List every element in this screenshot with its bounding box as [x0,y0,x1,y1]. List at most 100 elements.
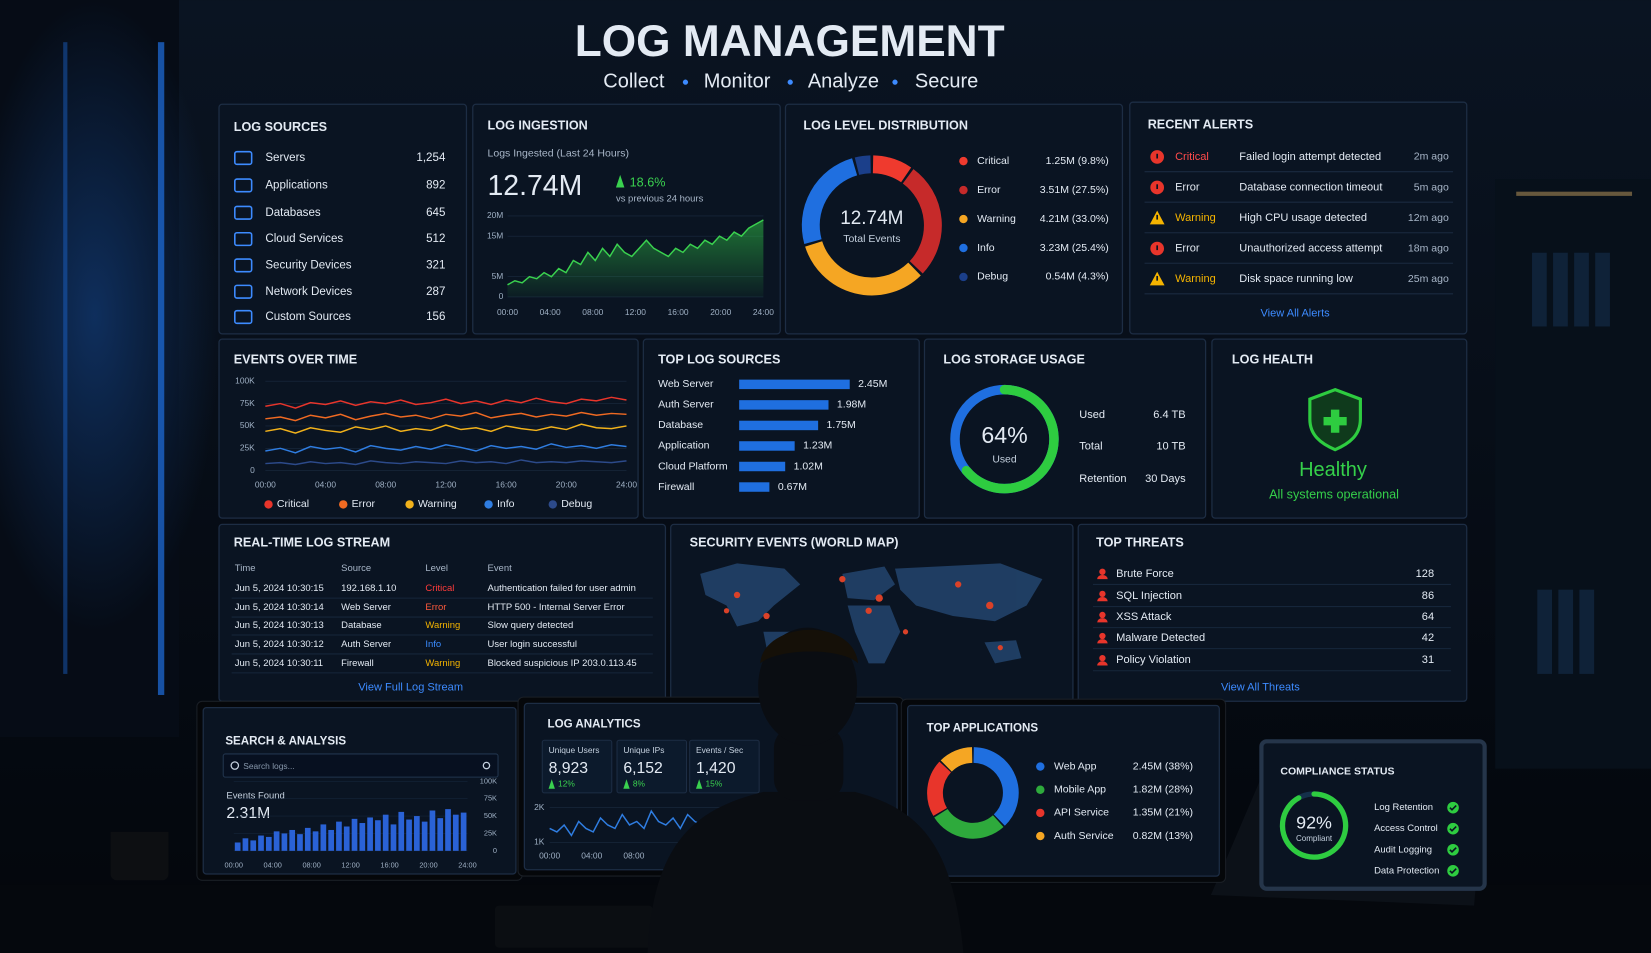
x-tick-label: 16:00 [496,480,517,490]
value-label: 1.02M [794,460,823,472]
pie-segment [927,761,952,816]
cell: Jun 5, 2024 10:30:14 [235,602,324,613]
value-label: 0.54M (4.3%) [1046,271,1109,283]
label: 86 [1422,590,1434,602]
pie-segment [872,155,912,183]
label: 6.4 TB [1153,409,1185,421]
source-icon [234,309,253,325]
panel-title: TOP LOG SOURCES [658,352,780,366]
cell: Web Server [341,602,391,613]
source-name: Network Devices [265,286,352,298]
label: Total [1079,440,1102,452]
legend-dot [959,272,968,282]
link[interactable]: View All Alerts [1261,308,1331,320]
bar [273,831,280,851]
bar-label: Database [658,419,703,431]
status: Healthy [1299,459,1367,481]
metric: 8,923 [549,760,589,777]
bar [739,420,819,431]
label: Data Protection [1374,865,1439,876]
y-tick-label: 25K [484,828,497,837]
cell: Database [341,620,382,631]
column-header: Level [425,563,448,574]
source-name: Applications [265,179,328,191]
legend-dot [959,156,968,166]
panels: LOG MANAGEMENT Collect Monitor Analyze Secur… [218,17,1468,702]
legend-label: Critical [977,155,1009,167]
tagline: Monitor [704,70,771,92]
alert-time: 18m ago [1408,242,1449,254]
change: 18.6% [630,176,666,190]
panel-title: REAL-TIME LOG STREAM [234,536,390,550]
gauge-caption: Compliant [1296,834,1333,843]
legend-dot [339,500,348,509]
alert-time: 25m ago [1408,273,1449,285]
panel-title: LOG HEALTH [1232,352,1313,366]
y-tick-label: 75K [240,398,255,408]
panel-title: TOP APPLICATIONS [927,723,1039,735]
panel-title: LOG SOURCES [234,120,327,134]
alert-level: Error [1175,181,1200,193]
alert-level: Warning [1175,273,1216,285]
legend-label: API Service [1054,807,1109,819]
legend-label: Warning [418,498,457,510]
panel [923,338,1207,519]
legend-label: Info [977,242,995,254]
value-label: 1.35M (21%) [1133,807,1193,819]
label: XSS Attack [1116,611,1172,623]
label: vs previous 24 hours [616,194,704,205]
label: 31 [1422,654,1434,666]
cell: HTTP 500 - Internal Server Error [488,602,625,613]
source-count: 512 [426,233,445,245]
cell: Warning [425,658,460,669]
cell: Jun 5, 2024 10:30:11 [235,658,323,669]
label: SQL Injection [1116,590,1182,602]
threat-icon [1099,654,1106,662]
legend-dot [682,79,689,85]
threat-icon-body [1097,574,1108,580]
value-label: 1.23M [803,440,832,452]
metric: 12.74M [488,170,583,202]
label: Access Control [1374,823,1438,834]
cell: Critical [425,583,454,594]
world-map [700,563,1043,683]
search-box[interactable] [222,753,499,778]
gauge-caption: Used [992,455,1017,466]
label: Log Retention [1374,802,1433,813]
page-title: LOG MANAGEMENT [575,17,1005,66]
cell: Error [425,602,446,613]
check-mark [1449,804,1457,811]
bar-label: Web Server [658,378,714,390]
legend-label: Debug [561,498,592,510]
legend-dot [548,500,558,509]
link[interactable]: View All Threats [1221,682,1300,694]
threat-icon [1099,590,1106,598]
panel-title: SEARCH & ANALYSIS [225,735,346,747]
threat-icon-body [1097,618,1108,623]
alert-level: Error [1175,242,1200,254]
tagline: Collect [603,70,665,92]
label: Events / Sec [696,745,743,755]
up-arrow [623,779,630,789]
bar [351,818,358,851]
cell: Firewall [341,658,374,669]
label: Audit Logging [1374,844,1432,855]
y-tick-label: 1K [534,837,545,847]
label: Malware Detected [1116,632,1205,644]
bar [739,379,850,390]
legend-label: Debug [977,271,1008,283]
cell: Slow query detected [488,620,574,631]
label: Brute Force [1116,568,1174,580]
link[interactable]: View Full Log Stream [358,682,463,694]
gauge-value [1279,791,1349,860]
panel-title: EVENTS OVER TIME [234,352,357,366]
legend-label: Critical [277,498,309,510]
x-tick-label: 00:00 [497,307,518,317]
bar [312,831,319,851]
up-arrow [615,174,625,188]
line [265,443,627,454]
x-tick-label: 20:00 [419,861,437,870]
legend-dot [892,79,898,85]
line [507,219,764,286]
alert-message: Disk space running low [1239,273,1353,285]
